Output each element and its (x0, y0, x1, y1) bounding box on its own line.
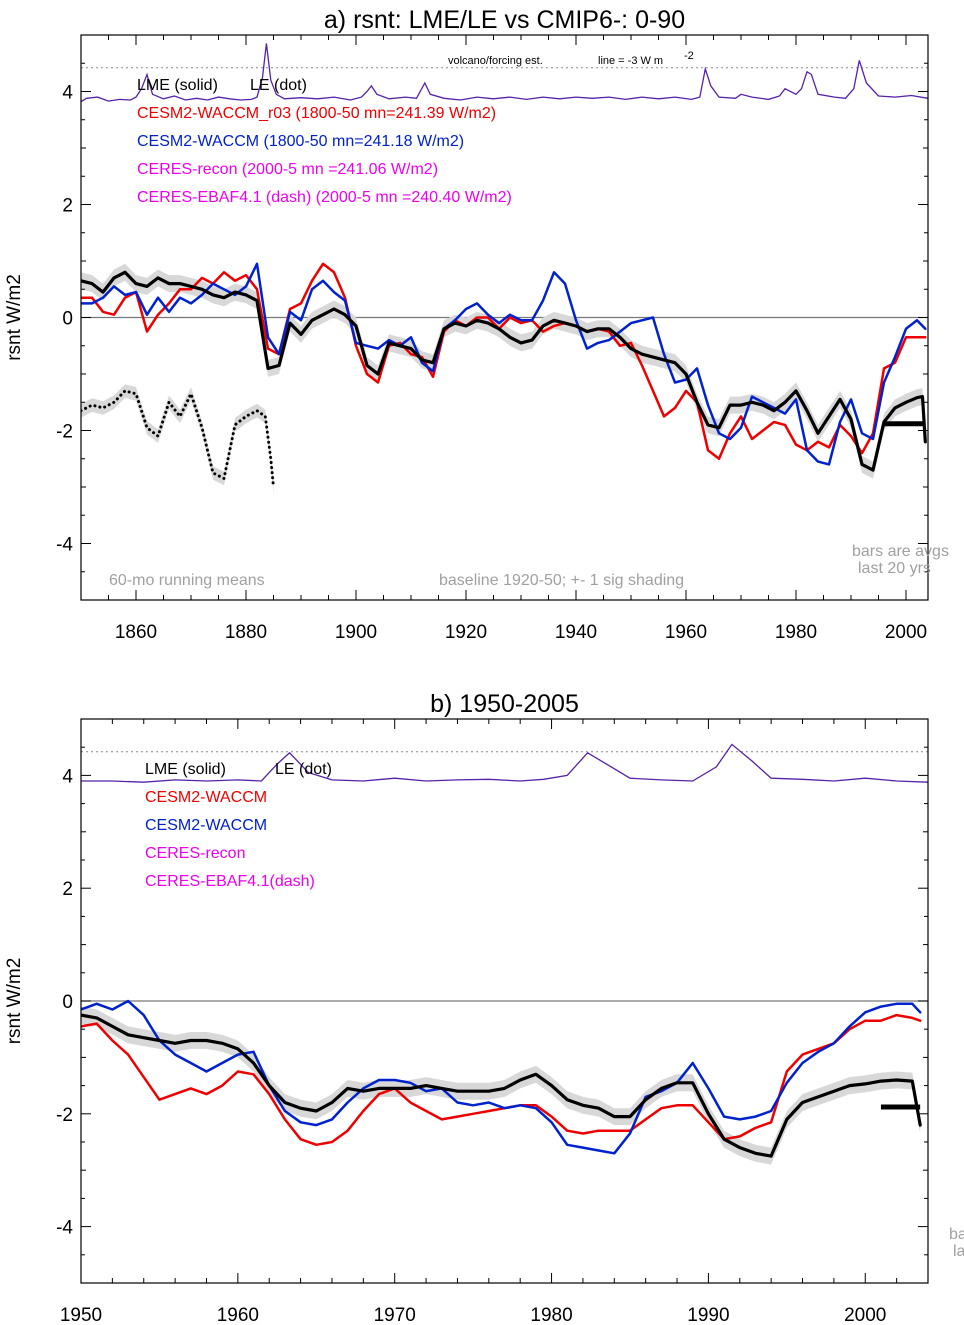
x-tick-label: 1960 (217, 1305, 259, 1325)
shading-lme (81, 1006, 921, 1165)
legend-entry: CERES-recon (2000-5 mn =241.06 W/m2) (137, 161, 438, 178)
x-tick-label: 1880 (225, 622, 267, 643)
x-tick-label: 1940 (555, 622, 597, 643)
forcing-line (81, 43, 928, 103)
x-tick-label: 1860 (115, 622, 157, 643)
x-tick-label: 1980 (530, 1305, 572, 1325)
legend-entry: CESM2-WACCM (145, 817, 267, 834)
y-tick-label: -2 (56, 422, 73, 443)
line-annotation-exponent: -2 (684, 50, 694, 62)
y-tick-label: 4 (62, 83, 73, 104)
series-lme (81, 1013, 922, 1158)
volcano-annotation: volcano/forcing est. (448, 55, 543, 67)
x-tick-label: 1920 (445, 622, 487, 643)
y-tick-label: 2 (62, 196, 73, 217)
series-cesm2-waccm (81, 999, 922, 1155)
legend-entry: CESM2-WACCM (1800-50 mn=241.18 W/m2) (137, 133, 464, 150)
y-tick-label: -2 (56, 1105, 73, 1126)
x-tick-label: 1980 (775, 622, 817, 643)
series-cesm2-waccm-r03 (81, 262, 927, 461)
x-tick-label: 1900 (335, 622, 377, 643)
bars-note: bars are avgs (949, 1226, 964, 1243)
y-tick-label: 0 (62, 992, 73, 1013)
bars-note-2: last 20 yrs (953, 1243, 964, 1260)
chart-panel-a: a) rsnt: LME/LE vs CMIP6-: 0-90 rsnt W/m2… (4, 6, 949, 643)
bars-note: bars are avgs (852, 543, 949, 560)
chart-title: b) 1950-2005 (430, 690, 579, 718)
plot-area (81, 43, 928, 494)
running-mean-note: 60-mo running means (109, 572, 265, 589)
legend-entry: LE (dot) (275, 761, 332, 778)
bars-note-2: last 20 yrs (858, 560, 931, 577)
legend-entry: CERES-EBAF4.1 (dash) (2000-5 mn =240.40 … (137, 189, 512, 206)
series-le (81, 389, 275, 489)
legend-entry: CERES-EBAF4.1(dash) (145, 873, 315, 890)
legend-entry: LE (dot) (250, 77, 307, 94)
y-tick-label: -4 (56, 1218, 73, 1239)
plot-area (81, 743, 928, 1165)
legend-entry: LME (solid) (145, 761, 226, 778)
baseline-note: baseline 1920-50; +- 1 sig shading (439, 572, 684, 589)
series-lme (81, 270, 927, 472)
x-tick-label: 1960 (665, 622, 707, 643)
legend-entry: LME (solid) (137, 77, 218, 94)
shading-le (81, 384, 274, 494)
x-tick-label: 2000 (885, 622, 927, 643)
x-tick-label: 1950 (60, 1305, 102, 1325)
y-axis-label: rsnt W/m2 (4, 274, 25, 361)
legend-entry: CERES-recon (145, 845, 245, 862)
y-tick-label: 0 (62, 309, 73, 330)
x-tick-label: 1970 (374, 1305, 416, 1325)
series-cesm2-waccm (81, 262, 927, 466)
y-tick-label: 4 (62, 766, 73, 787)
legend-entry: CESM2-WACCM_r03 (1800-50 mn=241.39 W/m2) (137, 105, 496, 122)
shading-lme (81, 263, 926, 479)
x-tick-label: 2000 (844, 1305, 886, 1325)
forcing-line (81, 743, 928, 783)
legend-entry: CESM2-WACCM (145, 789, 267, 806)
y-axis-label: rsnt W/m2 (4, 958, 25, 1045)
y-tick-label: 2 (62, 879, 73, 900)
y-tick-label: -4 (56, 535, 73, 556)
line-annotation: line = -3 W m (598, 55, 663, 67)
chart-title: a) rsnt: LME/LE vs CMIP6-: 0-90 (324, 6, 685, 34)
chart-panel-b: b) 1950-2005 rsnt W/m2 -4 -2 0 2 4 1950 1960 1970… (4, 690, 964, 1325)
x-tick-label: 1990 (687, 1305, 729, 1325)
